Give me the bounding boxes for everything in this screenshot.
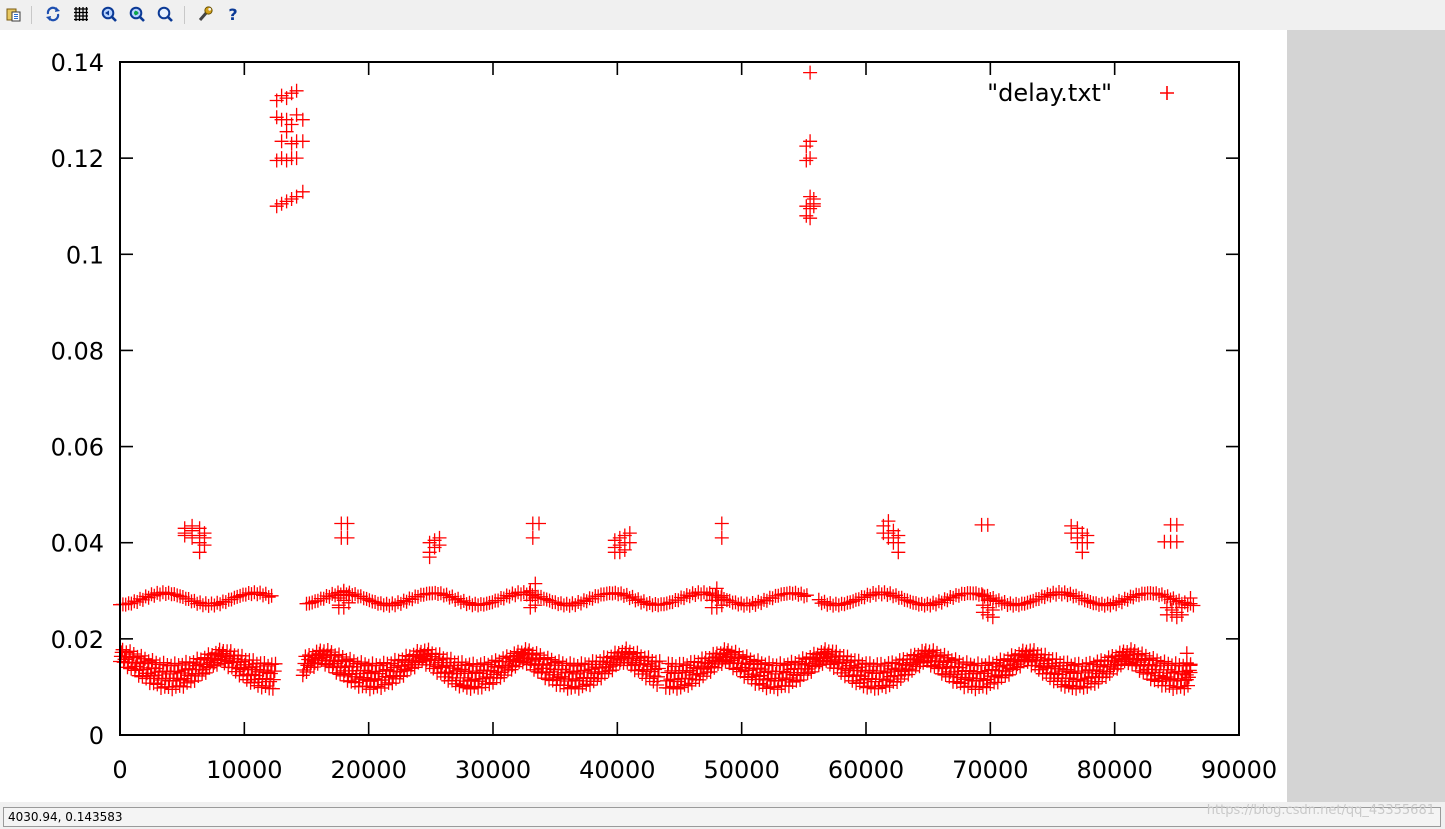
y-tick-label: 0.14 bbox=[51, 49, 104, 77]
unzoom-icon bbox=[157, 6, 173, 22]
legend-plus-marker bbox=[1160, 86, 1174, 100]
replot-icon bbox=[46, 6, 60, 22]
y-tick-label: 0.08 bbox=[51, 337, 104, 365]
x-tick-label: 90000 bbox=[1201, 756, 1277, 784]
x-tick-label: 60000 bbox=[828, 756, 904, 784]
grid-button[interactable] bbox=[72, 5, 90, 23]
legend: "delay.txt" bbox=[987, 79, 1174, 107]
toolbar-separator bbox=[31, 6, 32, 24]
x-tick-label: 0 bbox=[112, 756, 127, 784]
x-tick-label: 30000 bbox=[455, 756, 531, 784]
x-tick-label: 80000 bbox=[1076, 756, 1152, 784]
zoom-next-icon bbox=[129, 6, 145, 22]
zoom-previous-button[interactable] bbox=[100, 5, 118, 23]
settings-button[interactable] bbox=[196, 5, 214, 23]
y-tick-label: 0 bbox=[89, 722, 104, 750]
status-bar: 4030.94, 0.143583 bbox=[0, 802, 1445, 829]
x-tick-label: 10000 bbox=[206, 756, 282, 784]
unzoom-button[interactable] bbox=[156, 5, 174, 23]
toolbar: ? bbox=[0, 0, 1445, 30]
help-icon: ? bbox=[228, 6, 237, 22]
toolbar-separator bbox=[184, 6, 185, 24]
y-tick-label: 0.02 bbox=[51, 626, 104, 654]
legend-label: "delay.txt" bbox=[987, 79, 1112, 107]
delay-scatter-plot[interactable]: 0 10000 20000 30000 40000 50000 60000 70000 8000… bbox=[0, 30, 1287, 802]
zoom-next-button[interactable] bbox=[128, 5, 146, 23]
copy-to-clipboard-button[interactable] bbox=[5, 5, 23, 23]
svg-text:?: ? bbox=[228, 6, 237, 22]
x-tick-label: 40000 bbox=[579, 756, 655, 784]
settings-wrench-icon bbox=[198, 6, 213, 21]
x-tick-label: 50000 bbox=[703, 756, 779, 784]
y-tick-label: 0.12 bbox=[51, 145, 104, 173]
y-tick-label: 0.06 bbox=[51, 434, 104, 462]
help-button[interactable]: ? bbox=[224, 5, 242, 23]
series-points bbox=[113, 65, 1201, 697]
watermark-text: https://blog.csdn.net/qq_43355681 bbox=[1206, 803, 1435, 818]
replot-button[interactable] bbox=[44, 5, 62, 23]
axis-ticks: 0 10000 20000 30000 40000 50000 60000 70000 8000… bbox=[51, 49, 1278, 784]
x-tick-label: 20000 bbox=[330, 756, 406, 784]
empty-canvas-region bbox=[1287, 30, 1445, 802]
plot-canvas[interactable]: 0 10000 20000 30000 40000 50000 60000 70000 8000… bbox=[0, 30, 1287, 802]
mouse-coordinate-readout: 4030.94, 0.143583 bbox=[3, 807, 1441, 827]
x-tick-label: 70000 bbox=[952, 756, 1028, 784]
legend-marker bbox=[1160, 86, 1174, 100]
copy-to-clipboard-icon bbox=[6, 8, 21, 22]
grid-icon bbox=[74, 7, 88, 21]
y-tick-label: 0.1 bbox=[66, 241, 104, 269]
delay-series-markers bbox=[113, 65, 1201, 697]
y-tick-label: 0.04 bbox=[51, 530, 104, 558]
plot-border bbox=[119, 61, 1240, 736]
zoom-previous-icon bbox=[101, 6, 117, 22]
